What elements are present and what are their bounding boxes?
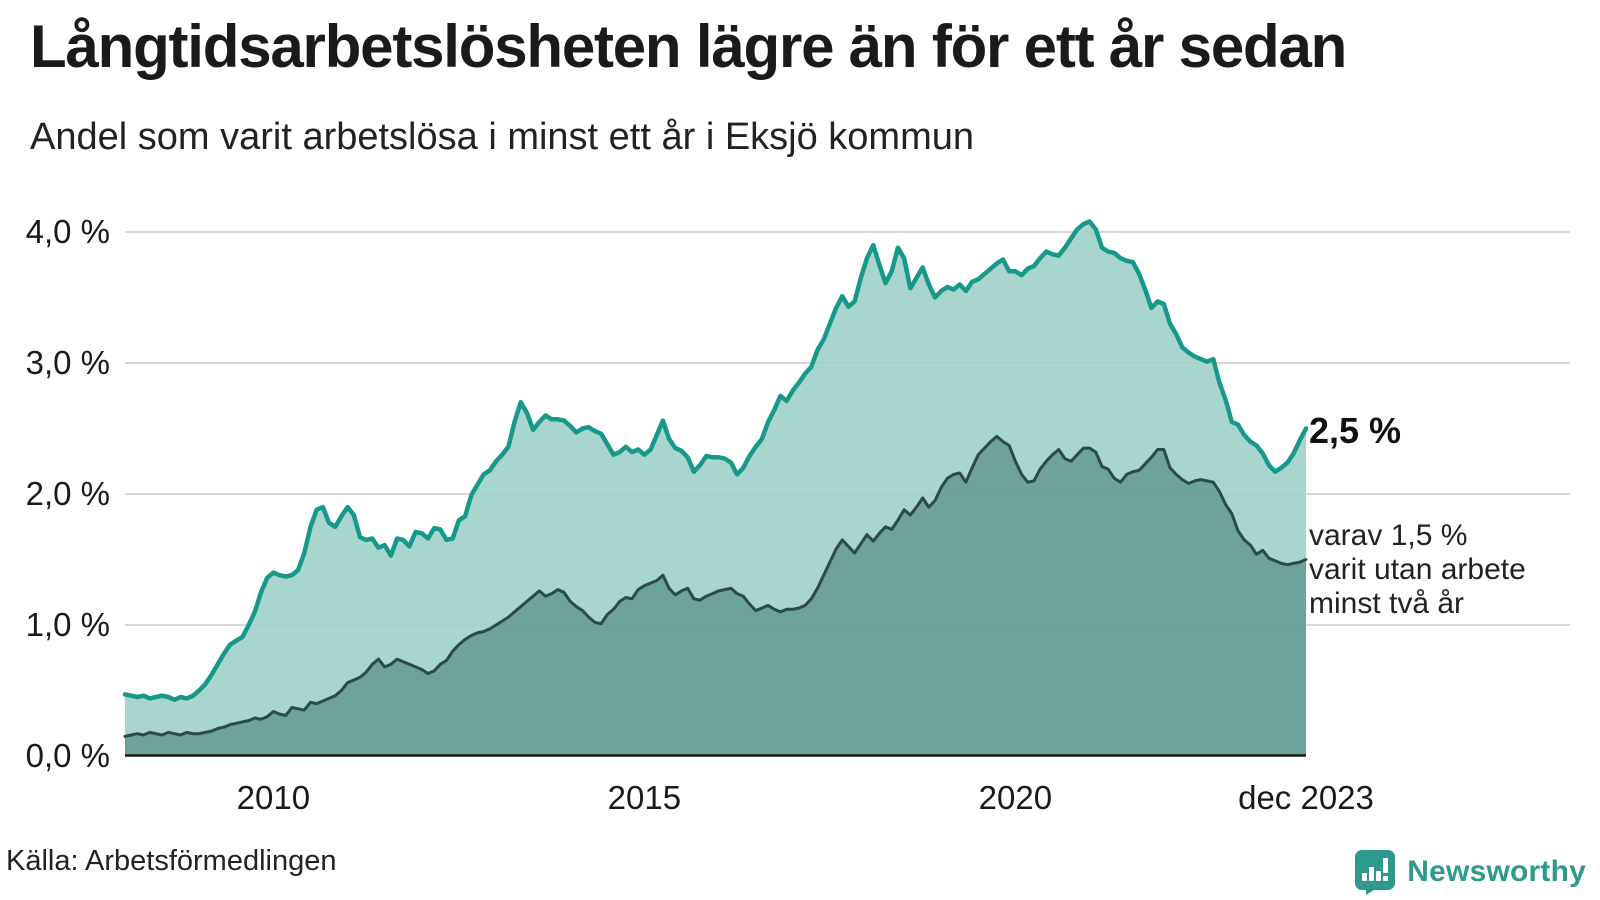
subset-annotation-line-1: varav 1,5 % xyxy=(1309,519,1468,552)
y-tick-label: 0,0 % xyxy=(25,737,110,774)
subset-annotation-line-2: varit utan arbete xyxy=(1309,553,1526,586)
latest-total-value-label: 2,5 % xyxy=(1309,410,1402,451)
y-tick-label: 2,0 % xyxy=(25,475,110,512)
subset-annotation: varav 1,5 % varit utan arbete minst två … xyxy=(1309,519,1526,621)
page-subtitle: Andel som varit arbetslösa i minst ett å… xyxy=(30,116,975,158)
branding: Newsworthy xyxy=(1354,846,1586,898)
two-year-unemployed-line xyxy=(123,434,1308,738)
x-tick-label: 2015 xyxy=(607,779,682,816)
source-note: Källa: Arbetsförmedlingen xyxy=(6,845,337,877)
total-unemployed-line xyxy=(122,219,1309,702)
y-tick-label: 3,0 % xyxy=(25,344,110,381)
newsworthy-speech-bubble-bar-chart-icon xyxy=(1354,849,1396,895)
x-tick-label: 2020 xyxy=(978,779,1053,816)
x-tick-label: dec 2023 xyxy=(1238,779,1374,816)
page-title: Långtidsarbetslösheten lägre än för ett … xyxy=(30,13,1347,80)
subset-annotation-line-3: minst två år xyxy=(1309,587,1465,620)
y-tick-label: 1,0 % xyxy=(25,606,110,643)
y-tick-label: 4,0 % xyxy=(25,213,110,250)
brand-wordmark: Newsworthy xyxy=(1407,855,1586,888)
two-year-unemployed-area xyxy=(125,436,1306,756)
x-tick-label: 2010 xyxy=(236,779,311,816)
